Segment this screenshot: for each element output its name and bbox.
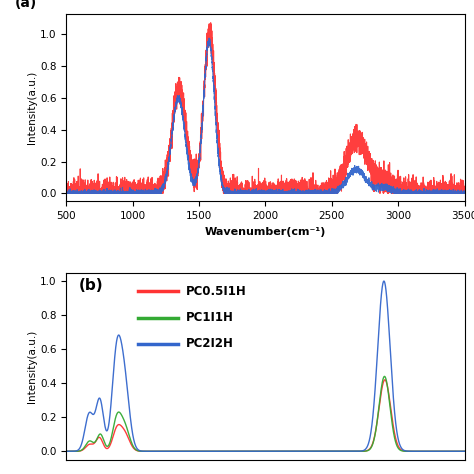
Text: PC0.5I1H: PC0.5I1H [186, 285, 246, 298]
Text: PC2I2H: PC2I2H [186, 337, 234, 350]
Text: (a): (a) [15, 0, 37, 10]
Text: (b): (b) [78, 278, 103, 293]
Y-axis label: Intensity(a.u.): Intensity(a.u.) [27, 71, 37, 145]
Y-axis label: Intensity(a.u.): Intensity(a.u.) [27, 329, 37, 403]
X-axis label: Wavenumber(cm⁻¹): Wavenumber(cm⁻¹) [205, 227, 326, 237]
Text: PC1I1H: PC1I1H [186, 311, 234, 324]
